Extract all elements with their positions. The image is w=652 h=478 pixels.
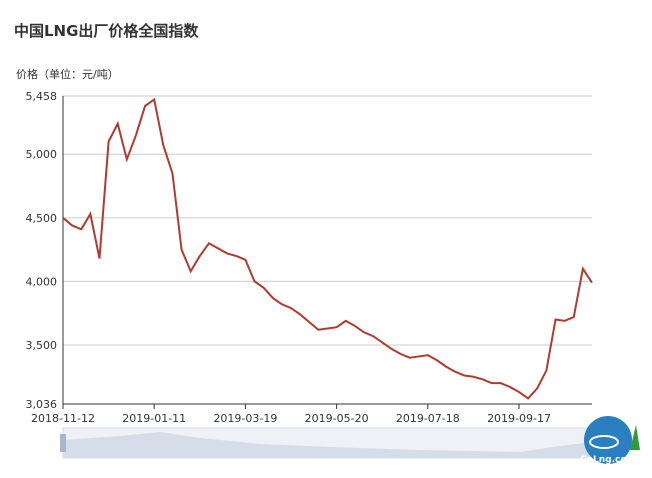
logo: CnLng.com (580, 416, 640, 465)
logo-leaf (630, 425, 640, 450)
logo-ring (589, 435, 619, 449)
y-tick-label: 5,000 (26, 148, 58, 161)
line-series (62, 97, 593, 400)
y-tick-label: 3,500 (26, 339, 58, 352)
zoom-handle[interactable] (60, 434, 66, 452)
x-tick-label: 2019-09-17 (487, 412, 551, 425)
y-tick-label: 4,500 (26, 212, 58, 225)
y-axis-label: 价格（单位：元/吨） (16, 67, 119, 81)
y-tick-label: 4,000 (26, 275, 58, 288)
zoom-shadow (63, 432, 592, 458)
y-tick-label: 3,036 (26, 398, 58, 411)
x-tick-label: 2019-03-19 (213, 412, 277, 425)
y-tick-label: 5,458 (26, 90, 58, 103)
chart-title: 中国LNG出厂价格全国指数 (14, 22, 199, 40)
data-zoom[interactable] (60, 427, 593, 459)
x-tick-label: 2018-11-12 (31, 412, 95, 425)
x-tick-label: 2019-07-18 (396, 412, 460, 425)
logo-circle (584, 416, 632, 464)
logo-text: CnLng.com (580, 455, 636, 465)
x-tick-label: 2019-01-11 (122, 412, 186, 425)
x-tick-label: 2019-05-20 (305, 412, 369, 425)
